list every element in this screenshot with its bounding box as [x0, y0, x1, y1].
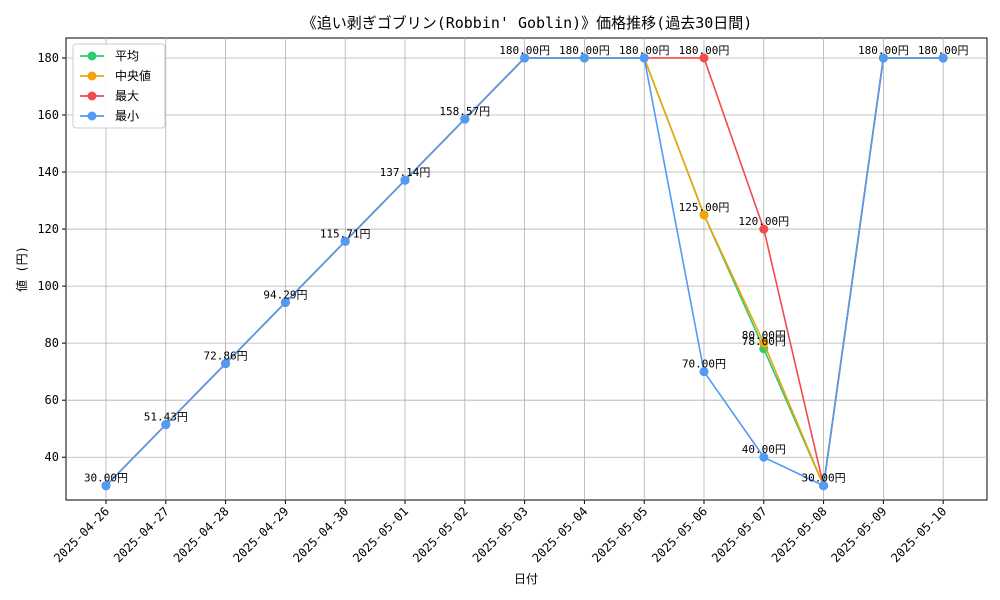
data-point — [221, 359, 231, 369]
x-tick-label: 2025-05-04 — [530, 504, 591, 565]
grid-lines — [66, 38, 987, 500]
x-tick-label: 2025-05-09 — [829, 504, 890, 565]
data-label: 51.43円 — [144, 411, 188, 424]
x-tick-label: 2025-05-03 — [470, 504, 531, 565]
data-point — [938, 53, 948, 63]
data-label: 180.00円 — [619, 44, 670, 57]
data-label: 30.00円 — [802, 472, 846, 485]
y-tick-label: 40 — [45, 450, 59, 464]
x-tick-label: 2025-05-02 — [410, 504, 471, 565]
data-label: 180.00円 — [499, 44, 550, 57]
y-tick-label: 120 — [37, 222, 59, 236]
data-label: 180.00円 — [858, 44, 909, 57]
x-tick-label: 2025-05-08 — [769, 504, 830, 565]
data-labels: 30.00円 51.43円 72.86円 94.29円 115.71円 137.14円 15… — [84, 44, 969, 485]
data-point — [699, 53, 709, 63]
x-axis-label: 日付 — [514, 572, 538, 586]
data-label: 94.29円 — [263, 288, 307, 301]
data-point — [579, 53, 589, 63]
x-tick-label: 2025-04-30 — [290, 504, 351, 565]
y-axis: 40 60 80 100 120 140 160 180 — [37, 51, 66, 464]
data-point — [759, 452, 769, 462]
data-point — [161, 420, 171, 430]
data-point — [340, 236, 350, 246]
data-label: 72.86円 — [204, 350, 248, 363]
x-tick-label: 2025-05-01 — [350, 504, 411, 565]
plot-area — [65, 37, 988, 501]
data-point — [699, 210, 709, 220]
legend-marker — [87, 51, 97, 61]
data-label: 180.00円 — [918, 44, 969, 57]
data-point — [639, 53, 649, 63]
x-tick-label: 2025-04-27 — [111, 504, 172, 565]
y-tick-label: 140 — [37, 165, 59, 179]
data-label: 120.00円 — [738, 215, 789, 228]
data-point — [819, 481, 829, 491]
y-tick-label: 100 — [37, 279, 59, 293]
data-point — [101, 481, 111, 491]
data-point — [280, 297, 290, 307]
y-tick-label: 180 — [37, 51, 59, 65]
legend-marker — [87, 71, 97, 81]
data-point — [400, 175, 410, 185]
x-tick-label: 2025-05-10 — [888, 504, 949, 565]
data-point — [520, 53, 530, 63]
y-axis-label: 値 (円) — [14, 246, 29, 292]
data-label: 30.00円 — [84, 472, 128, 485]
data-point — [460, 114, 470, 124]
legend-item: 平均 — [80, 49, 139, 63]
series-最小 — [101, 53, 948, 491]
legend-marker — [87, 91, 97, 101]
legend-item: 最大 — [80, 89, 139, 103]
x-tick-label: 2025-04-26 — [51, 504, 112, 565]
legend-item: 中央値 — [80, 68, 151, 83]
x-axis: 2025-04-262025-04-272025-04-282025-04-29… — [51, 500, 949, 565]
legend-box — [72, 43, 166, 129]
x-tick-label: 2025-05-07 — [709, 504, 770, 565]
legend-marker — [87, 111, 97, 121]
x-tick-label: 2025-04-29 — [231, 504, 292, 565]
data-label: 40.00円 — [742, 443, 786, 456]
legend-label: 最大 — [115, 89, 139, 103]
y-tick-label: 60 — [45, 393, 59, 407]
data-point — [878, 53, 888, 63]
data-point — [699, 367, 709, 377]
x-tick-label: 2025-05-05 — [589, 504, 650, 565]
x-tick-label: 2025-05-06 — [649, 504, 710, 565]
y-tick-label: 80 — [45, 336, 59, 350]
data-label: 158.57円 — [439, 105, 490, 118]
data-label: 180.00円 — [559, 44, 610, 57]
x-tick-label: 2025-04-28 — [171, 504, 232, 565]
legend-label: 中央値 — [115, 68, 151, 83]
data-label: 78.00円 — [742, 335, 786, 348]
data-label: 137.14円 — [380, 166, 431, 179]
series-lines — [101, 53, 948, 491]
y-tick-label: 160 — [37, 108, 59, 122]
legend-label: 平均 — [115, 49, 139, 63]
data-label: 115.71円 — [320, 227, 371, 240]
data-point — [759, 224, 769, 234]
data-label: 80.00円 — [742, 329, 786, 342]
data-label: 70.00円 — [682, 358, 726, 371]
legend-label: 最小 — [115, 109, 139, 123]
chart-title: 《追い剥ぎゴブリン(Robbin' Goblin)》価格推移(過去30日間) — [302, 14, 753, 32]
legend-item: 最小 — [80, 109, 139, 123]
data-label: 180.00円 — [679, 44, 730, 57]
data-label: 125.00円 — [679, 201, 730, 214]
data-point — [759, 338, 769, 348]
